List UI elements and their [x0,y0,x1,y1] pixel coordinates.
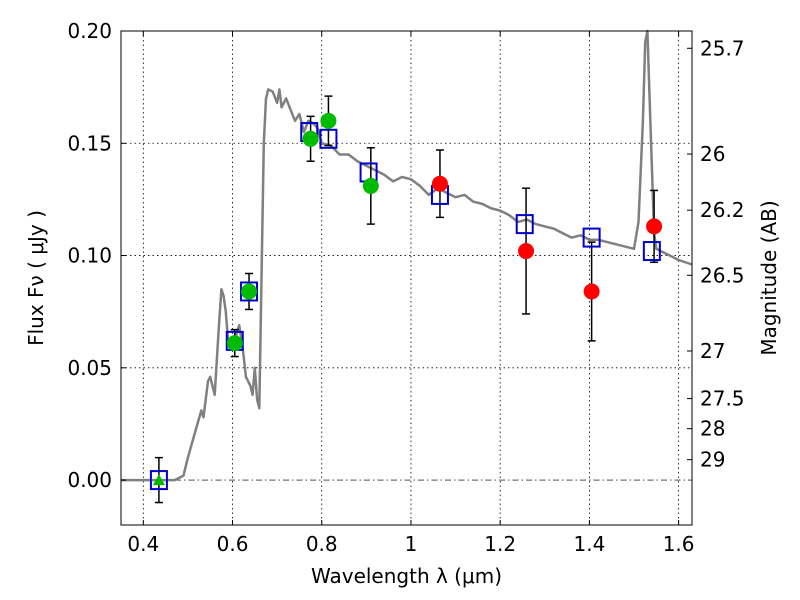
magnitude-tick-label: 25.7 [700,36,745,60]
y-tick-label: 0.15 [67,131,112,155]
magnitude-tick-label: 27.5 [700,387,745,411]
photometry-square-marker [642,241,661,262]
y-axis-label: Flux Fν ( μJy ) [24,210,48,346]
y-tick-label: 0.20 [67,19,112,43]
flux-circle-marker [241,283,258,300]
magnitude-tick-label: 26.2 [700,198,745,222]
flux-circle-marker [518,243,535,260]
x-tick-label: 1.4 [573,532,605,556]
x-tick-label: 1.2 [484,532,516,556]
magnitude-axis-label: Magnitude (AB) [757,200,781,355]
photometry-square-marker [515,214,534,235]
axis-ticks: 0.4 0.6 0.8 1 1.2 1.4 1.6 0.00 0.05 0.10 0.15 0.20 2… [67,19,744,556]
data-markers [149,112,663,491]
flux-circle-marker [226,335,243,352]
y-tick-label: 0.10 [67,244,112,268]
photometry-square-marker [582,227,601,248]
magnitude-tick-label: 26.5 [700,263,745,287]
magnitude-tick-label: 26 [700,142,725,166]
x-tick-label: 0.8 [306,532,338,556]
x-tick-label: 0.4 [127,532,159,556]
photometry-square-marker [319,128,338,149]
y-tick-label: 0.00 [67,468,112,492]
flux-circle-marker [431,175,448,192]
plot-frame [120,30,693,526]
flux-circle-marker [646,218,663,235]
x-tick-label: 0.6 [217,532,249,556]
x-tick-label: 1 [405,532,418,556]
x-axis-label: Wavelength λ (μm) [311,564,502,588]
photometry-square-marker [149,470,168,491]
x-tick-label: 1.6 [663,532,695,556]
flux-circle-marker [302,130,319,147]
upper-limit-triangle-marker [152,474,165,486]
flux-circle-marker [583,283,600,300]
flux-circle-marker [362,177,379,194]
magnitude-tick-label: 29 [700,448,725,472]
y-tick-label: 0.05 [67,356,112,380]
magnitude-tick-label: 28 [700,417,725,441]
magnitude-tick-label: 27 [700,339,725,363]
flux-circle-marker [320,112,337,129]
